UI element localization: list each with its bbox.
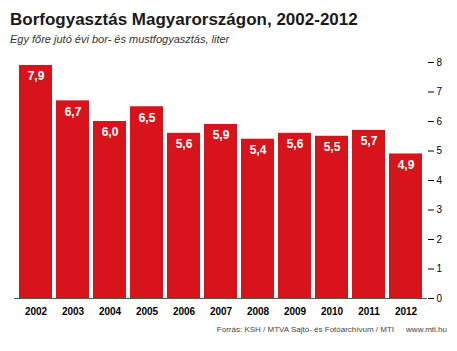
svg-text:2007: 2007 (210, 306, 233, 317)
svg-text:4: 4 (437, 175, 443, 186)
svg-text:5,4: 5,4 (250, 143, 267, 157)
svg-text:3: 3 (437, 204, 443, 215)
svg-text:2006: 2006 (173, 306, 196, 317)
svg-text:2010: 2010 (321, 306, 344, 317)
svg-text:5,9: 5,9 (213, 128, 230, 142)
svg-text:8: 8 (437, 57, 443, 68)
svg-text:2002: 2002 (25, 306, 48, 317)
svg-text:2011: 2011 (358, 306, 380, 317)
html-text:Forrás: KSH / MTVA Sajtó- és F: Forrás: KSH / MTVA Sajtó- és Fotóarchívu… (216, 325, 395, 334)
svg-text:2009: 2009 (284, 306, 307, 317)
html-text:www.mti.hu: www.mti.hu (406, 325, 447, 334)
svg-text:2008: 2008 (247, 306, 270, 317)
svg-text:5,5: 5,5 (324, 140, 341, 154)
svg-text:0: 0 (437, 293, 443, 304)
svg-text:2004: 2004 (99, 306, 122, 317)
svg-text:6,7: 6,7 (65, 105, 82, 119)
svg-text:4,9: 4,9 (398, 158, 415, 172)
svg-text:6: 6 (437, 116, 443, 127)
svg-text:5: 5 (437, 145, 443, 156)
svg-text:7,9: 7,9 (28, 69, 45, 83)
svg-text:2005: 2005 (136, 306, 159, 317)
html-text:Egy főre jutó évi bor- és must: Egy főre jutó évi bor- és mustfogyasztás… (10, 33, 230, 45)
svg-text:5,6: 5,6 (176, 137, 193, 151)
svg-text:5,6: 5,6 (287, 137, 304, 151)
svg-text:1: 1 (437, 263, 443, 274)
svg-text:2012: 2012 (395, 306, 418, 317)
svg-text:6,5: 6,5 (139, 111, 156, 125)
svg-text:2: 2 (437, 234, 443, 245)
html-text:Borfogyasztás Magyarországon,: Borfogyasztás Magyarországon, 2002-2012 (10, 10, 358, 29)
svg-text:2003: 2003 (62, 306, 85, 317)
svg-text:5,7: 5,7 (361, 134, 378, 148)
svg-text:7: 7 (437, 86, 443, 97)
svg-text:6,0: 6,0 (102, 125, 119, 139)
